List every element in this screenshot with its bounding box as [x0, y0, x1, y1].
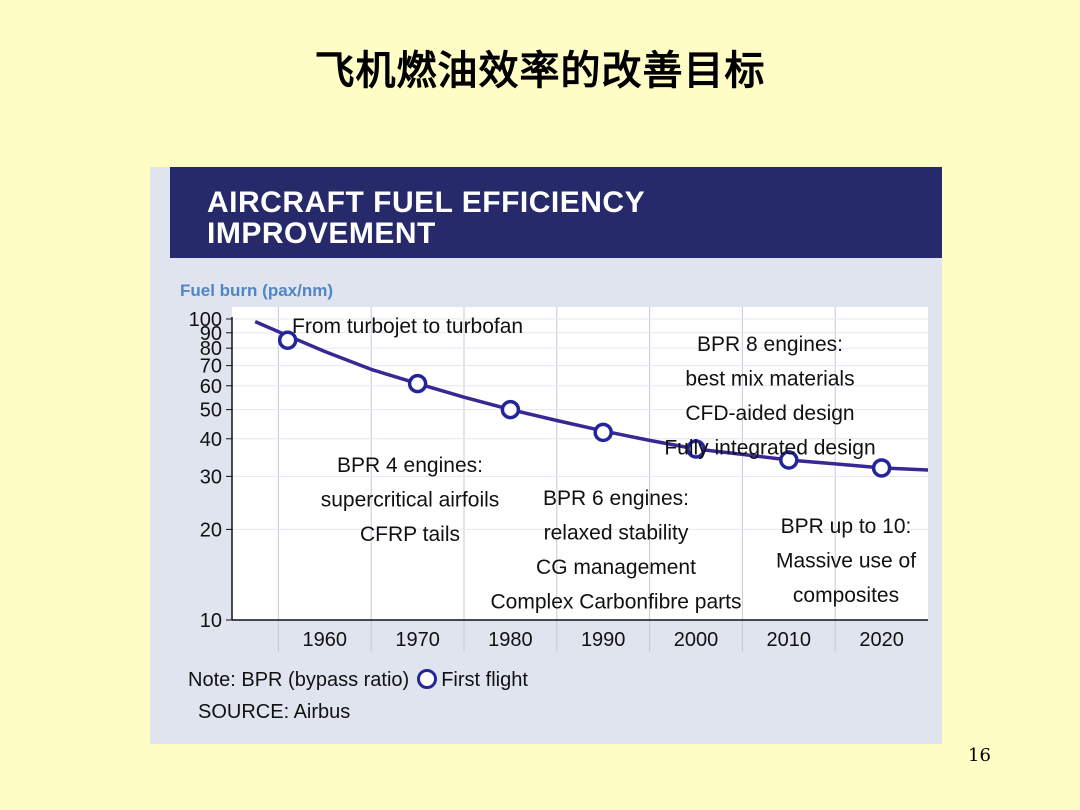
annotation-5: BPR up to 10: Massive use of composites	[776, 515, 916, 607]
annotation-3: BPR 4 engines: supercritical airfoils CFRP…	[321, 454, 500, 546]
y-tick-label: 70	[200, 356, 222, 378]
x-tick-label: 1980	[488, 629, 533, 651]
first-flight-legend-label: First flight	[441, 669, 528, 691]
first-flight-legend-marker	[417, 669, 438, 689]
annotation-4: BPR 6 engines: relaxed stability CG manage…	[491, 487, 742, 614]
y-axis-label: Fuel burn (pax/nm)	[180, 281, 333, 300]
annotation-line: CFRP tails	[360, 523, 460, 546]
first-flight-point	[407, 373, 428, 394]
annotation-line: best mix materials	[685, 368, 854, 391]
annotation-line: Complex Carbonfibre parts	[491, 591, 742, 614]
first-flight-point	[871, 458, 892, 478]
y-tick-label: 90	[200, 323, 222, 345]
chart-title: AIRCRAFT FUEL EFFICIENCY IMPROVEMENT	[207, 186, 646, 250]
annotation-line: BPR 8 engines:	[697, 333, 843, 356]
y-tick-label: 40	[200, 429, 222, 451]
y-tick-label: 10	[200, 610, 222, 632]
annotation-line: Fully integrated design	[664, 437, 875, 460]
chart-header: AIRCRAFT FUEL EFFICIENCY IMPROVEMENT	[170, 167, 942, 258]
first-flight-point	[593, 422, 613, 443]
y-tick-label: 60	[200, 376, 222, 398]
x-tick-label: 2020	[859, 629, 904, 651]
page-number: 16	[968, 745, 991, 766]
chart-panel: AIRCRAFT FUEL EFFICIENCY IMPROVEMENT Fue…	[150, 167, 942, 744]
annotation-line: composites	[793, 584, 899, 607]
source-note: SOURCE: Airbus	[198, 701, 351, 723]
annotation-2: BPR 8 engines: best mix materials CFD-aide…	[664, 333, 875, 460]
annotation-line: BPR 6 engines:	[543, 487, 689, 510]
y-tick-label: 50	[200, 400, 222, 422]
x-tick-label: 2010	[767, 629, 812, 651]
first-flight-point	[500, 399, 521, 420]
first-flight-point	[686, 439, 706, 459]
annotation-line: From turbojet to turbofan	[292, 315, 523, 338]
annotation-line: CFD-aided design	[685, 402, 854, 425]
annotation-line: BPR 4 engines:	[337, 454, 483, 477]
annotation-line: BPR up to 10:	[781, 515, 912, 538]
bpr-note: Note: BPR (bypass ratio)	[188, 669, 410, 691]
y-tick-label: 80	[200, 338, 222, 360]
first-flight-point	[779, 450, 799, 470]
x-tick-label: 2000	[674, 629, 719, 651]
x-tick-label: 1990	[581, 629, 626, 651]
y-tick-label: 20	[200, 519, 222, 541]
y-tick-label: 30	[200, 466, 222, 488]
annotation-line: supercritical airfoils	[321, 489, 500, 512]
y-tick-label: 100	[189, 309, 222, 331]
x-tick-label: 1970	[395, 629, 440, 651]
annotation-line: Massive use of	[776, 550, 916, 573]
chart-note: Note: BPR (bypass ratio) First flight	[188, 669, 528, 692]
annotation-line: CG management	[536, 556, 696, 579]
fuel-burn-line	[254, 319, 929, 472]
slide-title: 飞机燃油效率的改善目标	[314, 48, 766, 94]
annotation-line: relaxed stability	[544, 522, 689, 545]
annotation-1: From turbojet to turbofan	[292, 315, 523, 338]
first-flight-point	[277, 330, 298, 350]
x-tick-label: 1960	[303, 629, 348, 651]
